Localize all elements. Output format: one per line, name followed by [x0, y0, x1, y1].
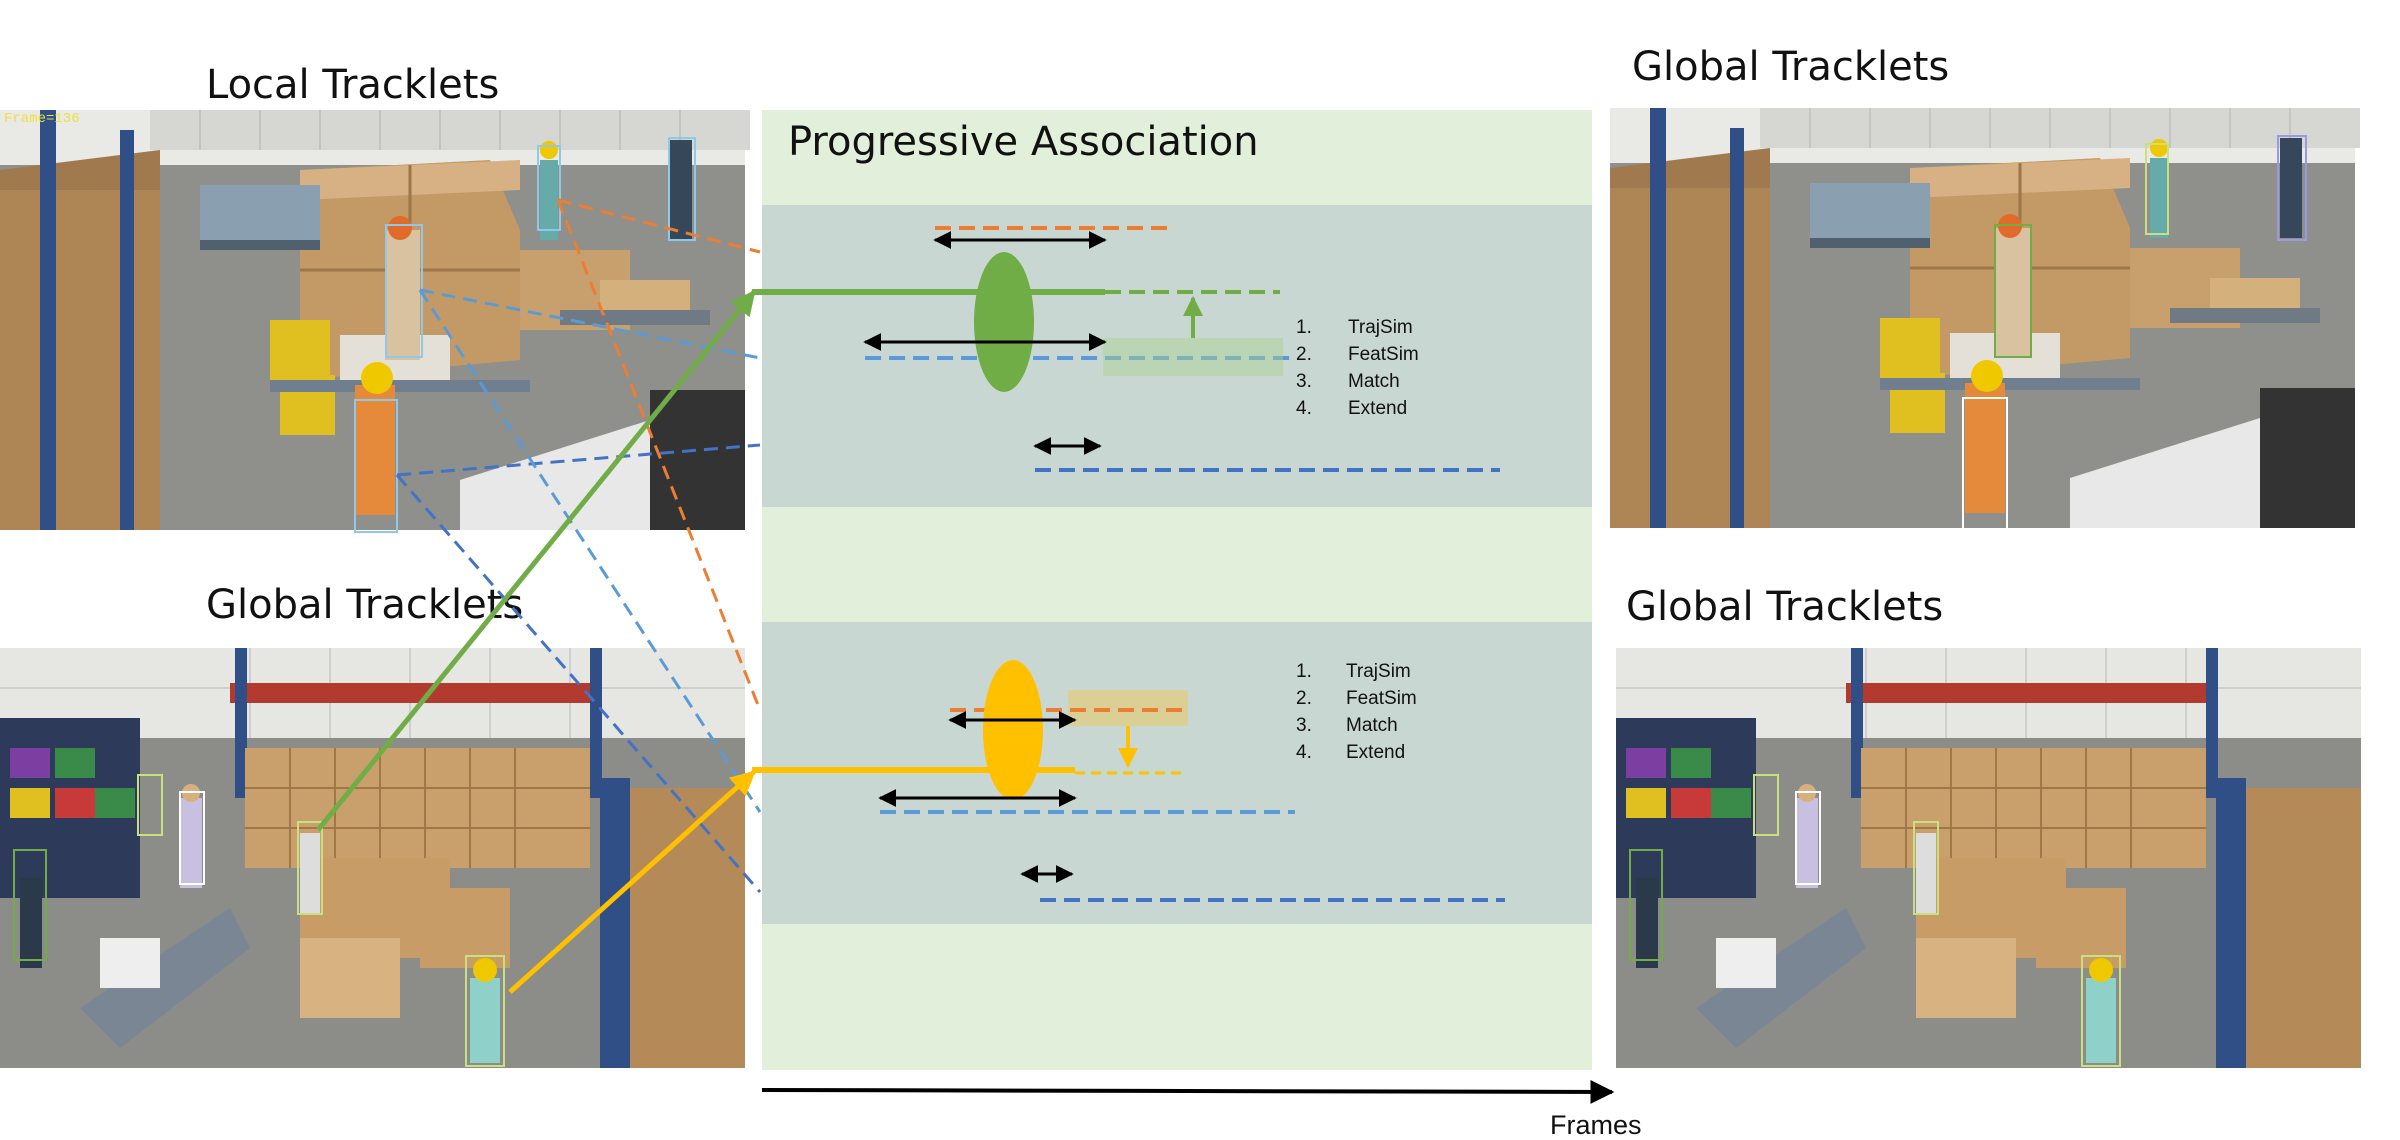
- match-ellipse-green: [974, 252, 1034, 392]
- step-label: Match: [1346, 715, 1398, 736]
- frames-axis: [761, 1079, 1615, 1104]
- global-tracklets-camera-image-bottom-right: [1615, 647, 2362, 1069]
- global-tracklets-title-left: Global Tracklets: [206, 582, 523, 628]
- step-number: 4.: [1296, 742, 1312, 763]
- connector-orange-bottom: [556, 199, 762, 711]
- step-number: 1.: [1296, 661, 1312, 682]
- connector-dark-blue-top: [396, 443, 761, 477]
- connector-light-blue-bottom: [418, 289, 762, 813]
- association-step-bottom: 1. TrajSim 2. FeatSim 3. Match 4. Extend: [752, 660, 1505, 902]
- global-tracklets-camera-image-left: [0, 647, 746, 1069]
- connector-lines: [316, 198, 762, 994]
- step-label: TrajSim: [1348, 317, 1413, 338]
- step-label: FeatSim: [1348, 344, 1419, 365]
- step-number: 3.: [1296, 371, 1312, 392]
- local-tracklets-title: Local Tracklets: [206, 62, 499, 108]
- step-number: 2.: [1296, 688, 1312, 709]
- feature-window-top: [1103, 338, 1283, 376]
- global-tracklets-title-top-right: Global Tracklets: [1632, 44, 1949, 90]
- step-number: 4.: [1296, 398, 1312, 419]
- step-label: TrajSim: [1346, 661, 1411, 682]
- steps-list-bottom: 1. TrajSim 2. FeatSim 3. Match 4. Extend: [1296, 661, 1417, 763]
- global-tracklets-title-bottom-right: Global Tracklets: [1626, 584, 1943, 630]
- connector-light-blue-top: [419, 288, 761, 360]
- frame-counter: Frame=136: [4, 111, 80, 127]
- connector-yellow-arrow: [508, 770, 756, 994]
- global-tracklets-camera-image-top-right: [1608, 106, 2362, 533]
- step-number: 2.: [1296, 344, 1312, 365]
- association-step-top: 1. TrajSim 2. FeatSim 3. Match 4. Extend: [752, 226, 1500, 472]
- step-label: Match: [1348, 371, 1400, 392]
- match-ellipse-yellow: [983, 660, 1043, 800]
- step-label: Extend: [1348, 398, 1407, 419]
- steps-list-top: 1. TrajSim 2. FeatSim 3. Match 4. Extend: [1296, 317, 1419, 419]
- connector-orange-top: [557, 198, 761, 254]
- progressive-association-title: Progressive Association: [788, 119, 1259, 165]
- step-number: 1.: [1296, 317, 1312, 338]
- connector-dark-blue-bottom: [395, 474, 762, 893]
- step-number: 3.: [1296, 715, 1312, 736]
- connector-green-arrow: [316, 290, 756, 832]
- step-label: FeatSim: [1346, 688, 1417, 709]
- frames-axis-label: Frames: [1550, 1110, 1642, 1140]
- local-tracklets-camera-image: Frame=136: [0, 108, 752, 533]
- step-label: Extend: [1346, 742, 1405, 763]
